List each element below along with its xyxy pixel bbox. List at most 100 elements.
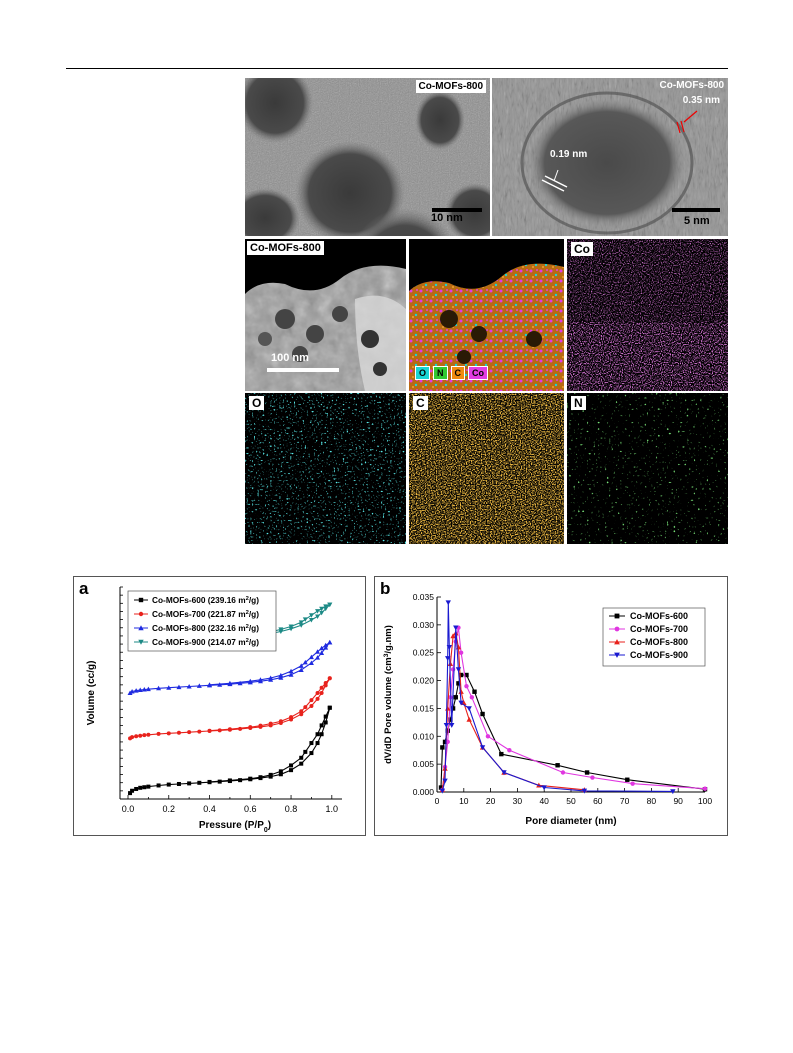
- chart-b-point: [507, 748, 512, 753]
- chart-b-x-tick-label: 100: [698, 796, 712, 806]
- chart-a-point: [258, 723, 263, 728]
- chart-b-point: [630, 781, 635, 786]
- chart-a-point: [248, 776, 253, 781]
- chart-b-series-3: [439, 600, 676, 795]
- chart-b-point: [584, 770, 590, 775]
- header-rule: [66, 68, 728, 69]
- eds-map-n: N: [567, 393, 728, 544]
- chart-a-frame: a 0.0 0.2 0.4 0.6 0.8 1.0 Pressure (P/P0) Volum…: [73, 576, 366, 836]
- chart-b-y-tick-label: 0.005: [413, 759, 435, 769]
- chart-a-point: [315, 609, 321, 614]
- chart-b-point: [442, 739, 448, 745]
- chart-b-line-1: [441, 627, 706, 790]
- chart-b-legend-marker: [614, 626, 620, 632]
- chart-a-point: [323, 680, 328, 685]
- chart-a-point: [227, 680, 233, 686]
- chart-b-y-tick-label: 0.000: [413, 787, 435, 797]
- chart-a-point: [278, 672, 284, 678]
- chart-a-point: [288, 624, 294, 629]
- map-o-label: O: [249, 396, 265, 410]
- chart-a-x-tick-label: 0.6: [244, 804, 257, 814]
- chart-b-point: [445, 656, 451, 661]
- chart-a-point: [309, 703, 314, 708]
- map-n-label: N: [571, 396, 586, 410]
- chart-a-point: [289, 768, 294, 773]
- chart-a-point: [323, 645, 329, 650]
- chart-a-point: [327, 602, 333, 608]
- chart-b-y-tick-label: 0.025: [413, 648, 435, 658]
- map-c-label: C: [413, 396, 428, 410]
- chart-a-point: [238, 778, 243, 783]
- chart-a-point: [298, 620, 304, 625]
- chart-a-point: [309, 751, 314, 756]
- chart-a-point: [315, 655, 321, 660]
- chart-a-point: [207, 728, 212, 733]
- chart-a-point: [315, 691, 320, 695]
- chart-a-point: [268, 772, 273, 777]
- chart-b-x-tick-label: 50: [566, 796, 576, 806]
- chart-a-point: [227, 727, 232, 732]
- chart-a-point: [142, 785, 147, 790]
- chart-a-point: [315, 732, 320, 737]
- chart-a-legend-marker: [138, 597, 144, 603]
- chart-a-point: [207, 682, 213, 687]
- eds-map-o-picture: [245, 393, 406, 544]
- chart-a-point: [327, 639, 333, 645]
- chart-b: b 0.000 0.005 0.010 0.015 0.020 0.025 0.030 0.0…: [380, 579, 712, 827]
- chart-b-point: [456, 681, 461, 686]
- chart-a-point: [308, 660, 314, 665]
- chart-b-x-tick-label: 30: [513, 796, 523, 806]
- eds-map-o: O: [245, 393, 406, 544]
- chart-b-point: [449, 722, 455, 728]
- chart-a-point: [268, 675, 274, 680]
- chart-a-point: [303, 705, 308, 710]
- chart-b-point: [469, 695, 475, 700]
- chart-a-point: [268, 721, 273, 726]
- chart-a-point: [299, 709, 304, 714]
- chart-b-point: [466, 706, 472, 712]
- legend-c: C: [450, 366, 466, 380]
- chart-a-point: [137, 687, 143, 693]
- legend-co: Co: [468, 366, 489, 380]
- chart-a-series-2: [127, 639, 333, 695]
- chart-a-point: [145, 686, 151, 692]
- chart-a-x-tick-label: 0.2: [163, 804, 176, 814]
- chart-b-panel-label: b: [380, 579, 390, 598]
- chart-b-point: [501, 770, 507, 776]
- chart-a-point: [299, 761, 304, 766]
- chart-b-y-axis-label: dV/dD Pore volume (cm3/g.nm): [383, 625, 395, 764]
- chart-b-x-axis-label: Pore diameter (nm): [525, 816, 616, 827]
- chart-a-point: [176, 781, 181, 786]
- chart-b-point: [560, 770, 566, 775]
- chart-b-point: [590, 775, 595, 780]
- chart-a-point: [309, 698, 314, 703]
- chart-a: a 0.0 0.2 0.4 0.6 0.8 1.0 Pressure (P/P0) Volum…: [79, 579, 342, 834]
- chart-b-point: [464, 672, 469, 678]
- chart-a-x-tick-label: 1.0: [326, 804, 339, 814]
- chart-a-legend-marker: [138, 611, 144, 617]
- chart-b-x-tick-label: 10: [459, 796, 469, 806]
- chart-a-point: [327, 705, 332, 710]
- chart-a-point: [303, 749, 308, 754]
- eds-map-c-picture: [409, 393, 564, 544]
- chart-a-point: [141, 686, 147, 692]
- chart-b-line-3: [441, 602, 673, 792]
- chart-a-point: [207, 779, 212, 784]
- chart-b-point: [447, 661, 454, 667]
- chart-b-y-tick-label: 0.035: [413, 592, 435, 602]
- hrtem-image-picture: [492, 78, 728, 236]
- chart-a-point: [134, 786, 139, 791]
- chart-b-point: [464, 683, 469, 689]
- chart-a-point: [138, 733, 143, 738]
- chart-b-y-tick-label: 0.010: [413, 731, 435, 741]
- chart-a-point: [237, 680, 243, 686]
- chart-a-point: [128, 791, 133, 796]
- chart-a-point: [289, 715, 294, 720]
- chart-b-legend-entry: Co-MOFs-800: [630, 637, 688, 647]
- chart-a-point: [315, 696, 320, 701]
- chart-a-point: [319, 732, 324, 737]
- legend-n: N: [433, 366, 448, 380]
- chart-a-x-tick-label: 0.8: [285, 804, 298, 814]
- chart-a-legend-entry: Co-MOFs-800 (232.16 m2/g): [152, 623, 259, 633]
- chart-b-legend-entry: Co-MOFs-700: [630, 624, 688, 634]
